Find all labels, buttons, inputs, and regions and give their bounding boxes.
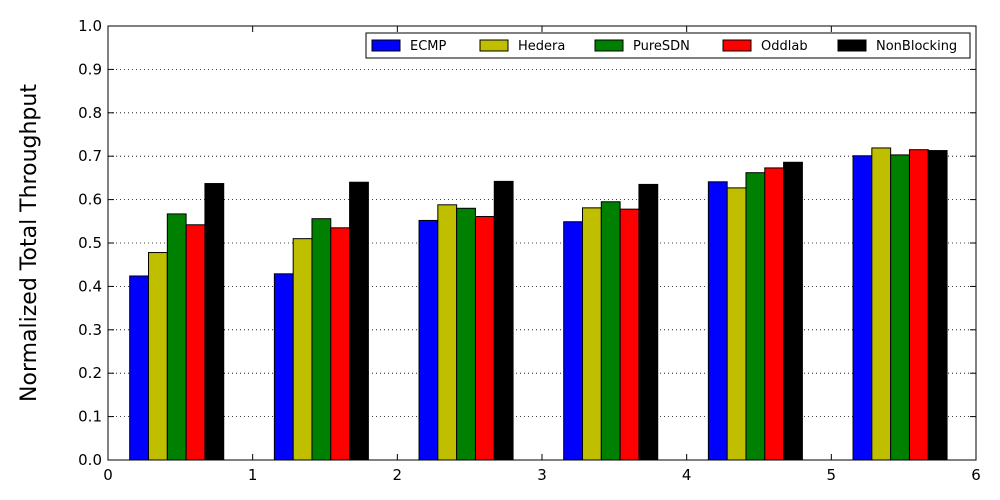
bar-oddlab-4 (764, 167, 785, 461)
y-tick-label: 0.7 (78, 147, 102, 165)
bar-puresdn-0 (166, 213, 187, 461)
y-tick-label: 0.9 (78, 60, 102, 78)
axis-ticks: 0.0 0.1 0.2 0.3 0.4 0.5 0.6 0.7 0.8 0.9 1.0 0 1 2 3 4 5 6 (78, 17, 981, 484)
bar-puresdn-1 (311, 218, 332, 461)
y-tick-label: 0.0 (78, 451, 102, 469)
bars (129, 147, 948, 461)
bar-oddlab-3 (619, 208, 640, 461)
bar-hedera-2 (437, 204, 458, 461)
bar-nonblocking-3 (638, 183, 659, 461)
bar-hedera-1 (292, 238, 313, 461)
y-tick-label: 0.2 (78, 364, 102, 382)
legend-label-oddlab: Oddlab (761, 39, 808, 54)
legend-swatch-hedera (479, 39, 509, 52)
bar-hedera-5 (871, 147, 892, 461)
legend-label-hedera: Hedera (518, 39, 565, 54)
bar-ecmp-3 (563, 221, 584, 461)
x-tick-label: 6 (971, 466, 981, 484)
bar-ecmp-1 (273, 273, 294, 461)
legend-swatch-puresdn (594, 39, 624, 52)
legend-label-ecmp: ECMP (410, 39, 447, 54)
bar-nonblocking-4 (783, 161, 803, 461)
plot-frame (107, 25, 977, 461)
legend-label-puresdn: PureSDN (633, 39, 690, 54)
bar-puresdn-5 (890, 154, 910, 461)
bar-nonblocking-5 (927, 150, 948, 461)
legend-swatch-nonblocking (837, 39, 867, 52)
y-tick-label: 0.8 (78, 104, 102, 122)
bar-nonblocking-2 (493, 180, 514, 461)
bar-ecmp-4 (707, 181, 728, 461)
bar-oddlab-5 (908, 149, 929, 461)
bar-puresdn-3 (600, 201, 621, 461)
x-tick-label: 0 (103, 466, 113, 484)
x-tick-label: 2 (393, 466, 403, 484)
y-tick-label: 0.4 (78, 277, 102, 295)
bar-ecmp-5 (852, 155, 873, 461)
y-tick-label: 0.5 (78, 234, 102, 252)
y-tick-label: 1.0 (78, 17, 102, 35)
bar-puresdn-4 (745, 172, 766, 461)
x-tick-label: 3 (537, 466, 547, 484)
bar-hedera-0 (148, 252, 168, 461)
bar-nonblocking-0 (204, 183, 225, 461)
legend-box (365, 32, 971, 59)
legend-label-nonblocking: NonBlocking (876, 39, 957, 54)
legend-swatch-oddlab (722, 39, 752, 52)
bar-ecmp-0 (129, 275, 150, 461)
x-tick-label: 4 (682, 466, 692, 484)
bar-nonblocking-1 (349, 181, 369, 461)
bar-oddlab-1 (330, 227, 351, 461)
bar-hedera-4 (726, 187, 747, 461)
y-axis-label: Normalized Total Throughput (17, 84, 42, 402)
bar-ecmp-2 (418, 219, 439, 461)
y-tick-label: 0.6 (78, 191, 102, 209)
bar-puresdn-2 (456, 207, 476, 461)
bar-hedera-3 (582, 207, 602, 461)
bar-oddlab-0 (185, 224, 206, 461)
bar-oddlab-2 (474, 216, 495, 461)
legend-swatch-ecmp (371, 39, 401, 52)
x-tick-label: 5 (827, 466, 837, 484)
y-tick-label: 0.1 (78, 408, 102, 426)
legend: ECMP Hedera PureSDN Oddlab NonBlocking (365, 32, 971, 59)
x-tick-label: 1 (248, 466, 258, 484)
y-tick-label: 0.3 (78, 321, 102, 339)
grid-lines (108, 69, 976, 418)
